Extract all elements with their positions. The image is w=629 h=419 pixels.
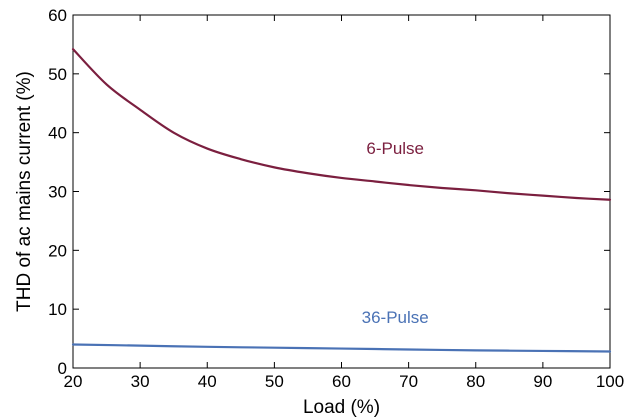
y-ticks: 0 10 20 30 40 50 60 — [48, 6, 610, 378]
x-tick-label: 40 — [198, 372, 217, 391]
plot-frame — [72, 14, 611, 369]
x-tick-label: 90 — [533, 372, 552, 391]
y-tick-label: 40 — [48, 124, 67, 143]
x-tick-label: 20 — [64, 372, 83, 391]
y-axis-label: THD of ac mains current (%) — [14, 71, 35, 312]
y-tick-label: 20 — [48, 241, 67, 260]
x-tick-label: 30 — [131, 372, 150, 391]
x-tick-label: 80 — [466, 372, 485, 391]
series-line-6-pulse — [71, 48, 612, 201]
y-tick-label: 30 — [48, 183, 67, 202]
y-tick-label: 10 — [48, 300, 67, 319]
x-tick-label: 60 — [332, 372, 351, 391]
y-tick-label: 0 — [58, 359, 67, 378]
x-tick-label: 100 — [596, 372, 624, 391]
x-tick-label: 50 — [265, 372, 284, 391]
series-labels: 6-Pulse 36-Pulse — [362, 139, 429, 327]
x-axis-label: Load (%) — [303, 397, 380, 418]
series-label-36-pulse: 36-Pulse — [362, 308, 429, 327]
x-tick-label: 70 — [399, 372, 418, 391]
series-group — [71, 48, 612, 353]
plot-area — [71, 14, 612, 369]
series-label-6-pulse: 6-Pulse — [366, 139, 424, 158]
y-tick-label: 50 — [48, 65, 67, 84]
x-ticks: 20 30 40 50 60 70 80 90 100 — [64, 15, 624, 391]
y-tick-label: 60 — [48, 6, 67, 25]
series-line-36-pulse — [71, 343, 612, 353]
